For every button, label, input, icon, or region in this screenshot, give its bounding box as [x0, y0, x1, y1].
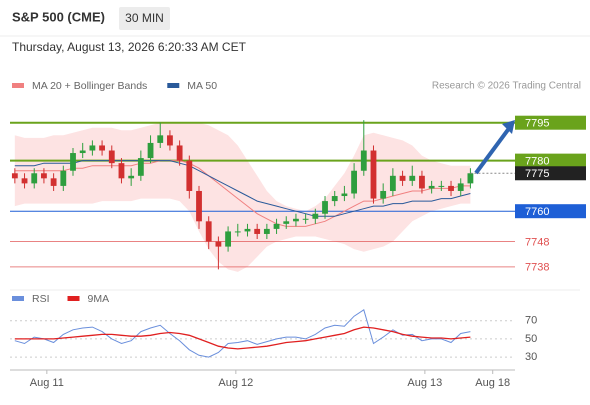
candle-body: [351, 170, 358, 194]
candle-body: [273, 223, 280, 229]
credit: Research © 2026 Trading Central: [432, 81, 581, 92]
candle-body: [360, 150, 367, 171]
candle-body: [419, 175, 425, 189]
candle-body: [118, 163, 125, 179]
candle-body: [448, 185, 454, 191]
legend-swatch: [167, 83, 180, 88]
candle-body: [244, 228, 251, 232]
interval[interactable]: 30 MIN: [125, 11, 164, 25]
candle-body: [50, 178, 57, 186]
candle-body: [428, 185, 435, 189]
candle-body: [41, 173, 47, 179]
candle-body: [108, 150, 115, 164]
level-label-box: [515, 115, 586, 130]
legend-swatch: [12, 296, 24, 301]
candle-body: [370, 150, 377, 199]
candle-body: [11, 173, 18, 179]
level-label: 7738: [525, 262, 549, 274]
x-tick-label: Aug 18: [475, 377, 510, 389]
legend-swatch: [12, 83, 24, 88]
legend-swatch: [67, 296, 80, 301]
forecast-arrow: [474, 125, 512, 175]
candle-body: [341, 193, 348, 197]
candle-body: [399, 175, 406, 181]
candle-body: [457, 183, 464, 191]
candle-body: [31, 173, 38, 184]
candle-body: [302, 218, 309, 220]
y-tick-label: 50: [525, 333, 537, 345]
datetime: Thursday, August 13, 2026 6:20:33 AM CET: [12, 40, 247, 54]
candle-body: [196, 190, 202, 222]
candle-body: [389, 175, 396, 191]
candle-body: [263, 228, 270, 234]
candle-body: [147, 142, 154, 159]
candle-body: [157, 135, 164, 143]
candle-body: [331, 196, 338, 202]
candle-body: [176, 145, 183, 161]
y-tick-label: 30: [525, 351, 537, 363]
candle-body: [467, 173, 474, 184]
candle-body: [409, 175, 416, 181]
candle-body: [128, 175, 135, 179]
candle-body: [89, 145, 96, 151]
candle-body: [70, 153, 76, 171]
candle-body: [186, 160, 193, 191]
ma-line: [14, 160, 471, 227]
x-tick-label: Aug 11: [30, 377, 64, 389]
candle-body: [215, 241, 222, 247]
candle-body: [225, 231, 231, 247]
candle-body: [137, 158, 144, 176]
level-label-box: [515, 153, 586, 168]
forecast-arrow-head: [502, 120, 515, 134]
candle-body: [438, 185, 445, 187]
legend-label: MA 20 + Bollinger Bands: [32, 80, 147, 92]
candle-body: [322, 201, 328, 214]
candle-body: [283, 221, 290, 224]
candle-body: [234, 231, 241, 233]
candle-body: [21, 178, 28, 184]
level-label-box: [515, 204, 586, 219]
level-label: 7780: [525, 156, 549, 168]
y-tick-label: 70: [525, 315, 537, 327]
level-label: 7748: [525, 236, 549, 248]
candle-body: [167, 135, 173, 146]
last-price-label: 7775: [525, 168, 549, 180]
candle-body: [254, 228, 261, 234]
candle-body: [380, 190, 387, 199]
candle-body: [312, 213, 319, 219]
level-label: 7795: [525, 118, 549, 130]
level-label: 7760: [525, 206, 549, 218]
ma-line: [14, 160, 471, 217]
legend-label: RSI: [32, 293, 50, 305]
x-tick-label: Aug 12: [218, 377, 253, 389]
legend-label: 9MA: [88, 293, 110, 305]
interval-button[interactable]: [119, 7, 170, 30]
candle-body: [79, 150, 86, 154]
legend-label: MA 50: [187, 80, 217, 92]
line: [14, 326, 471, 350]
candle-body: [60, 170, 67, 186]
candle-body: [99, 145, 105, 151]
last-price-box: [515, 166, 586, 181]
candle-body: [293, 218, 299, 222]
candle-body: [205, 221, 212, 242]
line: [14, 309, 471, 358]
symbol: S&P 500 (CME): [12, 9, 105, 24]
x-tick-label: Aug 13: [407, 377, 442, 389]
